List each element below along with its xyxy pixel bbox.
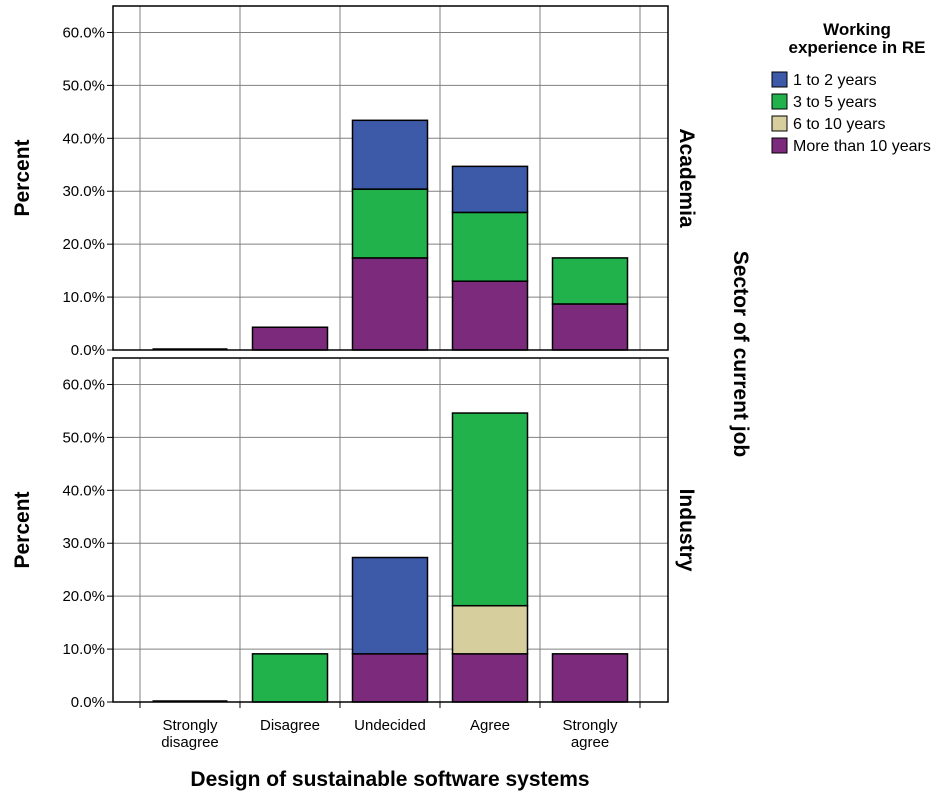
bar-segment <box>351 653 429 703</box>
bar-segment <box>451 412 529 607</box>
y-axis-title: Percent <box>11 491 34 568</box>
y-tick-label: 0.0% <box>71 342 105 359</box>
legend-label: 6 to 10 years <box>793 116 886 133</box>
panel-label: Academia <box>675 128 698 228</box>
bar-segment <box>451 280 529 351</box>
legend-swatch <box>771 137 788 154</box>
y-tick-label: 60.0% <box>62 24 105 41</box>
legend-label: More than 10 years <box>793 138 931 155</box>
y-tick-label: 10.0% <box>62 289 105 306</box>
legend-label: 1 to 2 years <box>793 72 877 89</box>
y-tick-label: 40.0% <box>62 130 105 147</box>
bar-segment <box>451 211 529 282</box>
x-tick-label: agree <box>571 734 609 751</box>
legend-title: Working <box>823 20 891 39</box>
y-tick-label: 20.0% <box>62 236 105 253</box>
x-tick-label: Agree <box>470 717 510 734</box>
bar-segment <box>351 556 429 655</box>
y-axis-title: Percent <box>11 139 34 216</box>
legend-label: 3 to 5 years <box>793 94 877 111</box>
panel-frame <box>112 357 669 703</box>
y-tick-label: 40.0% <box>62 482 105 499</box>
bar-segment <box>451 165 529 214</box>
x-tick-label: Disagree <box>260 717 320 734</box>
x-axis-title: Design of sustainable software systems <box>190 768 589 791</box>
bar-segment <box>551 303 629 351</box>
legend-swatch <box>771 115 788 132</box>
legend-swatch <box>771 93 788 110</box>
x-tick-label: Undecided <box>354 717 426 734</box>
y-tick-label: 60.0% <box>62 376 105 393</box>
legend-swatch <box>771 71 788 88</box>
bar-segment <box>551 257 629 305</box>
bar-segment <box>351 257 429 351</box>
y-tick-label: 30.0% <box>62 535 105 552</box>
bar-segment <box>451 604 529 655</box>
panel-label: Industry <box>675 489 698 572</box>
bar-segment <box>451 653 529 703</box>
bar-segment <box>351 188 429 259</box>
bar-segment <box>251 653 329 703</box>
y-tick-label: 10.0% <box>62 641 105 658</box>
y-tick-label: 50.0% <box>62 429 105 446</box>
bar-segment <box>251 326 329 351</box>
facet-title: Sector of current job <box>729 251 752 458</box>
y-tick-label: 0.0% <box>71 694 105 711</box>
y-tick-label: 50.0% <box>62 77 105 94</box>
x-tick-label: disagree <box>161 734 219 751</box>
panel-frame <box>112 5 669 351</box>
y-tick-label: 30.0% <box>62 183 105 200</box>
y-tick-label: 20.0% <box>62 588 105 605</box>
bar-segment <box>351 119 429 190</box>
bar-segment <box>551 653 629 703</box>
x-tick-label: Strongly <box>162 717 218 734</box>
legend-title: experience in RE <box>788 38 925 57</box>
x-tick-label: Strongly <box>562 717 618 734</box>
